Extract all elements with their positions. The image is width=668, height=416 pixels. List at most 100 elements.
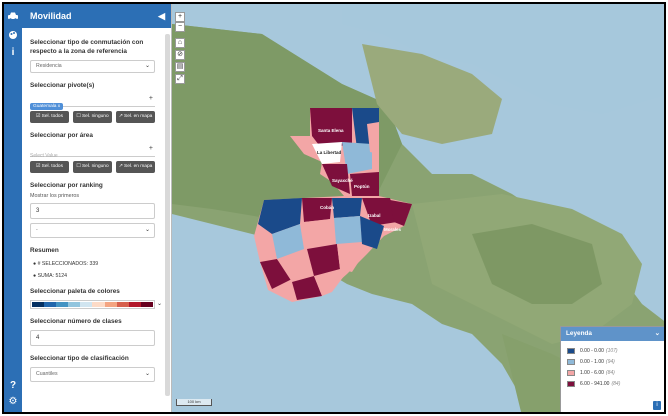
- panel-scrollbar[interactable]: [165, 34, 170, 396]
- legend-count: (84): [611, 381, 621, 387]
- legend-item: 0.00 - 1.00 (94): [561, 357, 664, 367]
- classes-label: Seleccionar número de clases: [30, 318, 122, 325]
- legend-swatch: [567, 348, 575, 354]
- select-all-button[interactable]: ☑ Sel. todos: [30, 111, 69, 123]
- ranking-select-value: -: [36, 227, 38, 233]
- area-placeholder: Select Value: [30, 153, 58, 159]
- commute-select[interactable]: Residencia ⌄: [30, 60, 155, 73]
- class-type-select[interactable]: Cuantiles ⌄: [30, 367, 155, 382]
- ranking-input[interactable]: 3: [30, 203, 155, 219]
- legend-title: Leyenda: [566, 330, 592, 337]
- legend-swatch: [567, 381, 575, 387]
- info-circle-icon: ●: [33, 273, 37, 279]
- mobility-panel: Movilidad ◀ Seleccionar tipo de conmutac…: [22, 4, 172, 412]
- panel-body: Seleccionar tipo de conmutación con resp…: [22, 28, 163, 412]
- palette-swatch: [32, 302, 45, 307]
- chevron-left-icon[interactable]: ◀: [158, 11, 165, 21]
- map-label: Cobán: [320, 205, 334, 210]
- palette-swatch: [80, 302, 93, 307]
- info-icon[interactable]: i: [11, 47, 15, 58]
- fullscreen-icon[interactable]: ⤢: [175, 74, 185, 84]
- chevron-down-icon[interactable]: ⌄: [654, 330, 660, 337]
- summary-selected: ● # SELECCIONADOS: 339: [33, 261, 99, 267]
- legend-swatch: [567, 370, 575, 376]
- pivot-tag[interactable]: Guatemala x: [30, 103, 64, 110]
- car-icon[interactable]: [7, 11, 19, 23]
- area-select-none-button[interactable]: ☐ Sel. ninguno: [73, 161, 112, 173]
- class-type-label: Seleccionar tipo de clasificación: [30, 355, 129, 362]
- area-multiselect[interactable]: Select Value +: [30, 144, 155, 159]
- icon-rail: i ? ⚙: [4, 4, 22, 412]
- legend-swatch: [567, 359, 575, 365]
- classes-input[interactable]: 4: [30, 330, 155, 346]
- map-label: La Libertad: [317, 150, 342, 155]
- palette-swatch: [104, 302, 117, 307]
- select-none-button[interactable]: ☐ Sel. ninguno: [73, 111, 112, 123]
- palette-swatch: [116, 302, 129, 307]
- palette-swatch: [92, 302, 105, 307]
- palette-swatch: [128, 302, 141, 307]
- pivot-label: Seleccionar pivote(s): [30, 82, 95, 89]
- legend-count: (94): [605, 359, 615, 365]
- chevron-down-icon: ⌄: [144, 63, 150, 69]
- pivot-buttons: ☑ Sel. todos ☐ Sel. ninguno ↗ Sel. en ma…: [30, 111, 155, 123]
- legend-range: 1.00 - 6.00: [580, 370, 604, 376]
- summary-label: Resumen: [30, 247, 59, 254]
- info-icon[interactable]: i: [653, 401, 661, 410]
- palette-swatch: [140, 302, 153, 307]
- print-icon[interactable]: ▤: [175, 62, 185, 72]
- legend-range: 0.00 - 1.00: [580, 359, 604, 365]
- zoom-out-button[interactable]: −: [175, 22, 185, 32]
- legend-count: (84): [605, 370, 615, 376]
- chevron-down-icon: ⌄: [144, 227, 150, 233]
- palette-swatch: [56, 302, 69, 307]
- map-label: Morales: [384, 227, 402, 232]
- chevron-down-icon: ⌄: [144, 371, 150, 377]
- scale-bar: 100 km: [176, 399, 212, 406]
- panel-title: Movilidad: [30, 11, 72, 21]
- area-select-all-button[interactable]: ☑ Sel. todos: [30, 161, 69, 173]
- basemap: Santa Elena La Libertad Sayaxché Poptún …: [172, 4, 664, 412]
- panel-header: Movilidad ◀: [22, 4, 171, 28]
- class-type-value: Cuantiles: [36, 371, 58, 377]
- area-label: Seleccionar por área: [30, 132, 93, 139]
- pivot-multiselect[interactable]: Guatemala x +: [30, 94, 155, 110]
- legend-header[interactable]: Leyenda ⌄: [561, 327, 664, 341]
- legend-count: (107): [605, 348, 618, 354]
- legend-panel: Leyenda ⌄ 0.00 - 0.00 (107) 0.00 - 1.00 (94…: [560, 326, 664, 412]
- map-label: Santa Elena: [318, 128, 344, 133]
- palette-swatch: [44, 302, 57, 307]
- settings-icon[interactable]: ⚙: [8, 396, 18, 407]
- palette-select[interactable]: ⌄: [30, 300, 162, 309]
- area-select-on-map-button[interactable]: ↗ Sel. en mapa: [116, 161, 155, 173]
- map-label: Poptún: [354, 184, 370, 189]
- legend-item: 6.00 - 941.00 (84): [561, 379, 664, 389]
- info-circle-icon: ●: [33, 261, 37, 267]
- legend-items: 0.00 - 0.00 (107) 0.00 - 1.00 (94) 1.00 - 6.…: [561, 341, 664, 389]
- legend-range: 6.00 - 941.00: [580, 381, 610, 387]
- map-label: Izabal: [368, 213, 381, 218]
- palette-label: Seleccionar paleta de colores: [30, 288, 120, 295]
- commute-value: Residencia: [36, 63, 62, 69]
- home-icon[interactable]: ⌂: [175, 38, 185, 48]
- zoom-in-button[interactable]: +: [175, 12, 185, 22]
- no-icon[interactable]: ⊘: [175, 50, 185, 60]
- ranking-sublabel: Mostrar los primeros: [30, 193, 80, 199]
- commute-label: Seleccionar tipo de conmutación con resp…: [30, 39, 144, 55]
- ranking-label: Seleccionar por ranking: [30, 182, 103, 189]
- palette-icon[interactable]: [7, 30, 19, 42]
- map-view[interactable]: Santa Elena La Libertad Sayaxché Poptún …: [172, 4, 664, 412]
- summary-sum: ● SUMA: 5124: [33, 273, 68, 279]
- palette-swatch: [68, 302, 81, 307]
- select-on-map-button[interactable]: ↗ Sel. en mapa: [116, 111, 155, 123]
- add-icon[interactable]: +: [148, 95, 153, 102]
- area-buttons: ☑ Sel. todos ☐ Sel. ninguno ↗ Sel. en ma…: [30, 161, 155, 173]
- map-label: Sayaxché: [332, 178, 353, 183]
- ranking-select[interactable]: - ⌄: [30, 223, 155, 238]
- legend-item: 1.00 - 6.00 (84): [561, 368, 664, 378]
- chevron-down-icon: ⌄: [156, 301, 162, 307]
- legend-range: 0.00 - 0.00: [580, 348, 604, 354]
- help-icon[interactable]: ?: [9, 380, 17, 391]
- add-icon[interactable]: +: [148, 145, 153, 152]
